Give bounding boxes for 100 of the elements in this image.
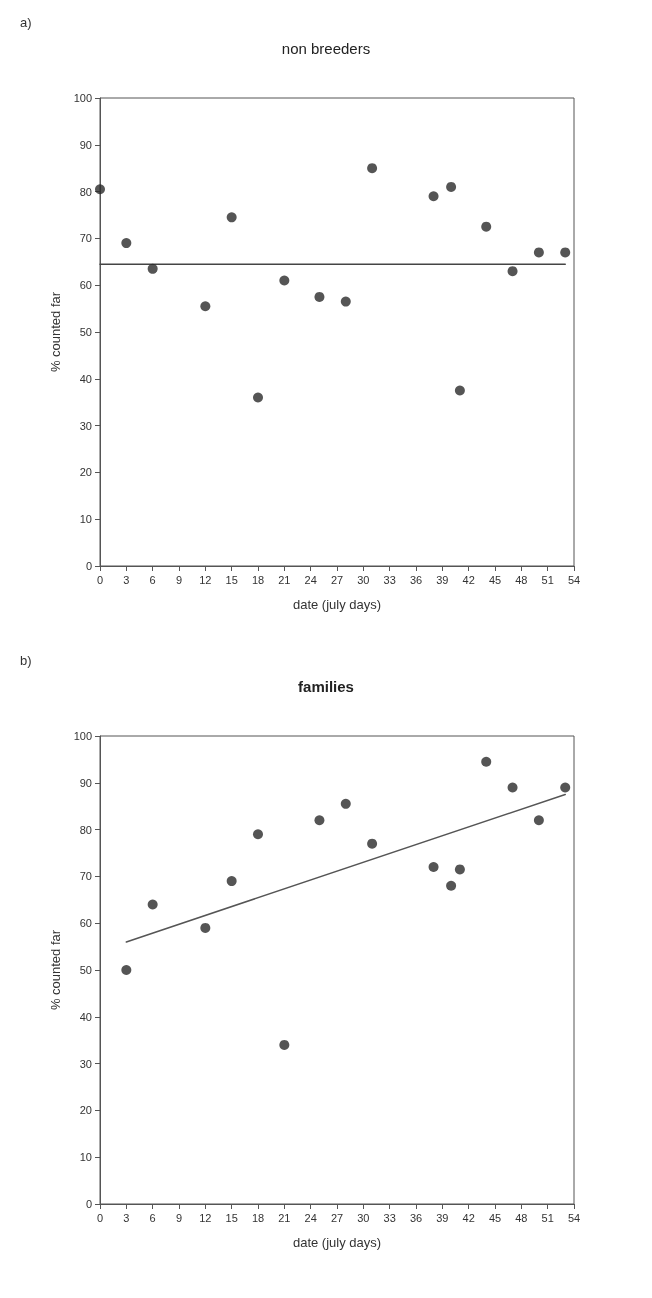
x-tick-label: 15 — [225, 1211, 238, 1224]
x-tick-label: 30 — [357, 1211, 370, 1224]
y-tick-label: 80 — [79, 185, 92, 198]
point — [428, 191, 439, 202]
x-tick-label: 27 — [330, 573, 344, 586]
x-tick-label: 30 — [357, 573, 370, 586]
x-tick-label: 24 — [304, 573, 317, 586]
point — [314, 815, 325, 826]
y-tick-label: 60 — [79, 917, 92, 930]
x-tick-label: 51 — [541, 573, 554, 586]
chart-title: families — [298, 678, 354, 695]
y-tick-label: 100 — [73, 92, 92, 104]
y-axis-title: % counted far — [48, 929, 63, 1011]
point — [367, 163, 378, 174]
x-tick-label: 42 — [462, 1211, 475, 1224]
x-tick-label: 36 — [409, 573, 423, 586]
y-tick-label: 30 — [79, 1057, 92, 1070]
x-tick-label: 45 — [488, 1211, 502, 1224]
y-tick-label: 0 — [85, 560, 92, 572]
text: b) — [20, 653, 32, 668]
point — [507, 266, 518, 277]
y-tick-label: 90 — [79, 776, 92, 789]
x-tick-label: 18 — [251, 573, 265, 586]
point — [340, 798, 351, 809]
point — [121, 238, 132, 249]
x-axis-title: date (july days) — [292, 1235, 382, 1250]
y-tick-label: 20 — [79, 1104, 92, 1117]
x-tick-label: 9 — [175, 573, 183, 586]
y-tick-label: 50 — [79, 964, 92, 976]
y-tick-label: 80 — [79, 823, 92, 836]
x-tick-label: 21 — [278, 573, 291, 586]
x-tick-label: 9 — [175, 1211, 183, 1224]
x-tick-label: 54 — [567, 573, 581, 586]
x-tick-label: 48 — [515, 1211, 528, 1224]
point — [340, 296, 351, 307]
point — [481, 221, 492, 232]
point — [226, 876, 237, 887]
x-tick-label: 15 — [225, 573, 238, 586]
x-tick-label: 21 — [278, 1211, 291, 1224]
x-tick-label: 6 — [149, 1211, 156, 1224]
point — [428, 862, 439, 873]
x-tick-label: 6 — [149, 573, 156, 586]
x-tick-label: 12 — [199, 1211, 212, 1224]
point — [314, 291, 325, 302]
x-tick-label: 33 — [383, 573, 396, 586]
y-tick-label: 10 — [79, 513, 92, 526]
point — [279, 275, 290, 286]
x-tick-label: 33 — [383, 1211, 396, 1224]
y-tick-label: 30 — [79, 419, 92, 432]
point — [454, 864, 465, 875]
point — [200, 301, 211, 312]
point — [481, 756, 492, 767]
point — [147, 263, 158, 274]
y-tick-label: 20 — [79, 466, 92, 479]
x-tick-label: 39 — [436, 1211, 449, 1224]
y-tick-label: 70 — [79, 870, 92, 883]
x-tick-label: 39 — [436, 573, 449, 586]
x-tick-label: 0 — [96, 573, 104, 586]
y-tick-label: 50 — [79, 326, 92, 338]
point — [253, 829, 263, 840]
x-tick-label: 42 — [462, 573, 475, 586]
point — [533, 247, 544, 258]
point — [226, 212, 237, 223]
x-tick-label: 51 — [541, 1211, 554, 1224]
point — [446, 181, 457, 192]
y-tick-label: 90 — [79, 138, 92, 151]
x-tick-label: 54 — [567, 1211, 581, 1224]
x-tick-label: 3 — [123, 573, 130, 586]
x-tick-label: 12 — [199, 573, 212, 586]
x-tick-label: 27 — [330, 1211, 344, 1224]
chart-title: non breeders — [281, 40, 371, 57]
point — [560, 247, 571, 258]
point — [253, 392, 263, 403]
point — [367, 838, 378, 849]
y-tick-label: 100 — [73, 730, 92, 742]
x-tick-label: 48 — [515, 573, 528, 586]
x-tick-label: 36 — [409, 1211, 423, 1224]
x-tick-label: 45 — [488, 573, 502, 586]
x-tick-label: 18 — [251, 1211, 265, 1224]
y-tick-label: 10 — [79, 1151, 92, 1164]
x-tick-label: 3 — [123, 1211, 130, 1224]
point — [279, 1039, 290, 1050]
y-axis-title: % counted far — [48, 291, 63, 373]
point — [95, 184, 105, 195]
y-tick-label: 60 — [79, 279, 92, 292]
y-tick-label: 70 — [79, 232, 92, 245]
point — [454, 385, 465, 396]
point — [147, 899, 158, 910]
point — [533, 815, 544, 826]
point — [446, 880, 457, 891]
point — [121, 965, 132, 975]
x-tick-label: 0 — [96, 1211, 104, 1224]
text: a) — [20, 15, 32, 30]
y-tick-label: 0 — [85, 1198, 92, 1210]
point — [560, 782, 571, 793]
point — [507, 782, 518, 793]
x-tick-label: 24 — [304, 1211, 317, 1224]
y-tick-label: 40 — [79, 1010, 92, 1023]
x-axis-title: date (july days) — [292, 597, 382, 612]
y-tick-label: 40 — [79, 372, 92, 385]
